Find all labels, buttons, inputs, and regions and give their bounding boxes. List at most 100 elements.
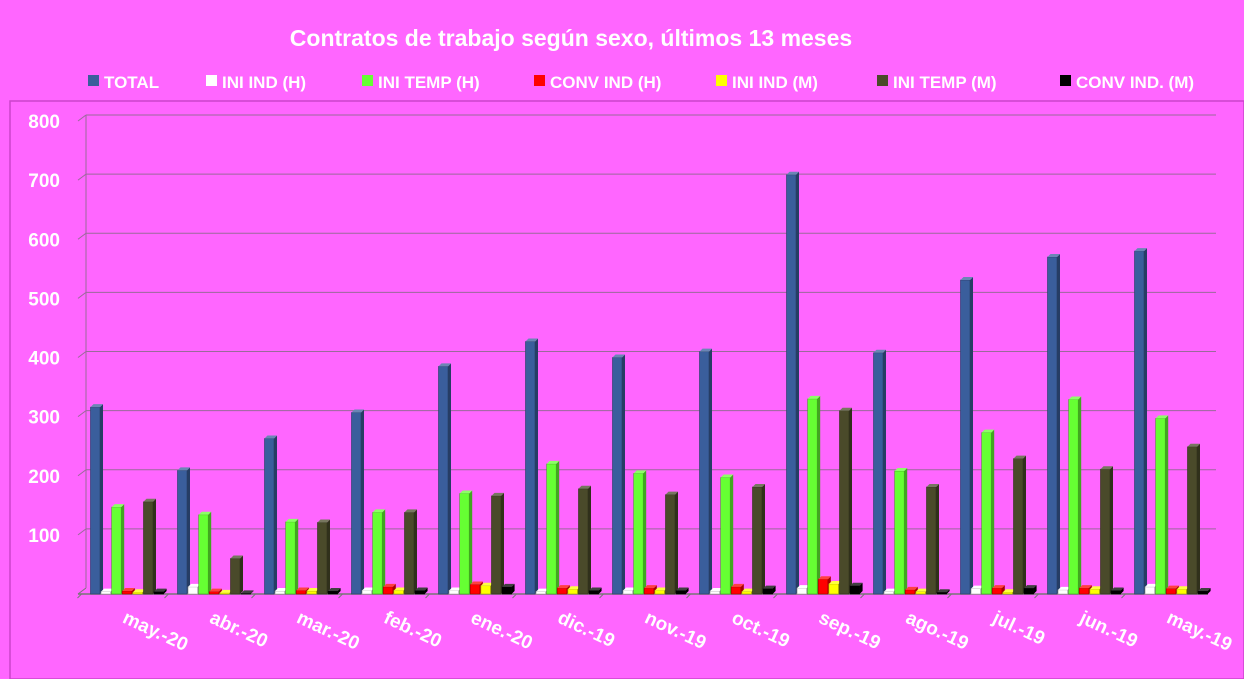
x-tick-label: oct.-19 bbox=[728, 607, 792, 652]
x-tick-label: jul.-19 bbox=[988, 607, 1048, 650]
bar bbox=[720, 474, 734, 595]
x-tick-mark bbox=[1034, 593, 1039, 599]
bar bbox=[883, 588, 897, 595]
bar bbox=[578, 485, 591, 595]
x-tick-mark bbox=[338, 593, 343, 599]
legend-label: INI TEMP (H) bbox=[378, 73, 480, 92]
bar bbox=[991, 585, 1005, 595]
gridline-depth bbox=[77, 351, 87, 358]
bar bbox=[1110, 587, 1124, 595]
bar bbox=[177, 467, 190, 595]
bar bbox=[240, 590, 254, 595]
bar bbox=[786, 171, 799, 595]
x-tick-label: may.-19 bbox=[1163, 607, 1235, 655]
y-axis: 100 200 300 400 500 600 700 800 bbox=[28, 112, 60, 547]
legend-item: INI IND (H) bbox=[206, 73, 306, 92]
legend-item: INI IND (M) bbox=[716, 73, 818, 92]
x-tick-mark bbox=[425, 593, 430, 599]
gridline-depth bbox=[77, 291, 87, 299]
y-tick-label: 800 bbox=[28, 112, 60, 133]
bar bbox=[1068, 396, 1082, 595]
baseline-depth bbox=[77, 587, 87, 595]
x-tick-mark bbox=[77, 593, 82, 599]
bar bbox=[675, 587, 689, 595]
legend-label: TOTAL bbox=[104, 73, 159, 92]
legend-swatch bbox=[206, 75, 217, 86]
bar bbox=[448, 587, 462, 595]
legend-swatch bbox=[534, 75, 545, 86]
bar bbox=[1166, 585, 1179, 595]
legend-swatch bbox=[877, 75, 888, 86]
bar bbox=[622, 587, 636, 595]
bar bbox=[960, 277, 973, 595]
x-tick-mark bbox=[512, 593, 517, 599]
y-tick-label: 200 bbox=[28, 467, 60, 488]
bar bbox=[501, 583, 515, 595]
bar bbox=[459, 490, 473, 595]
bar bbox=[414, 587, 428, 595]
bar bbox=[327, 588, 341, 595]
y-tick-label: 500 bbox=[28, 289, 60, 310]
x-tick-label: nov.-19 bbox=[641, 607, 709, 654]
bar bbox=[839, 407, 852, 595]
legend-swatch bbox=[88, 75, 99, 86]
bar bbox=[230, 555, 243, 595]
x-tick-mark bbox=[599, 593, 604, 599]
bar bbox=[873, 349, 886, 595]
bar bbox=[849, 582, 863, 595]
legend-item: TOTAL bbox=[88, 73, 159, 92]
bar bbox=[100, 588, 114, 595]
x-axis: may.-20 abr.-20 mar.-20 feb.-20 ene.-20 dic.-… bbox=[77, 593, 1235, 656]
bar bbox=[535, 588, 549, 595]
bar bbox=[264, 435, 277, 595]
gridline-depth bbox=[77, 232, 87, 240]
bar bbox=[90, 404, 103, 595]
bar bbox=[612, 354, 625, 595]
x-tick-label: mar.-20 bbox=[293, 607, 362, 654]
gridline-depth bbox=[77, 114, 87, 122]
bar bbox=[752, 483, 765, 595]
y-tick-label: 100 bbox=[28, 526, 60, 547]
bar bbox=[1197, 588, 1211, 595]
bar bbox=[904, 586, 918, 595]
bar bbox=[1187, 443, 1200, 595]
legend-item: CONV IND (H) bbox=[534, 73, 661, 92]
legend-item: CONV IND. (M) bbox=[1060, 73, 1194, 92]
gridline-depth bbox=[77, 469, 87, 477]
legend-swatch bbox=[716, 75, 727, 86]
bar bbox=[438, 363, 451, 595]
bar bbox=[404, 509, 417, 595]
x-tick-label: ene.-20 bbox=[467, 607, 535, 654]
x-tick-label: dic.-19 bbox=[554, 607, 617, 651]
x-tick-label: ago.-19 bbox=[902, 607, 971, 654]
bar bbox=[1013, 455, 1026, 595]
legend-label: INI IND (M) bbox=[732, 73, 818, 92]
x-tick-mark bbox=[164, 593, 169, 599]
bars bbox=[90, 171, 1211, 595]
legend-item: INI TEMP (M) bbox=[877, 73, 997, 92]
legend: TOTAL INI IND (H) INI TEMP (H) CONV IND (H)… bbox=[88, 73, 1194, 92]
legend-label: INI TEMP (M) bbox=[893, 73, 997, 92]
bar bbox=[762, 585, 776, 595]
bar bbox=[351, 409, 364, 595]
legend-swatch bbox=[1060, 75, 1071, 86]
chart-title: Contratos de trabajo según sexo, últimos… bbox=[290, 25, 852, 51]
bar bbox=[894, 468, 908, 595]
bar bbox=[807, 395, 821, 595]
x-tick-mark bbox=[773, 593, 778, 599]
bar bbox=[556, 585, 570, 595]
bar bbox=[111, 504, 125, 595]
bar bbox=[1155, 415, 1169, 595]
bar bbox=[525, 338, 538, 595]
legend-label: INI IND (H) bbox=[222, 73, 306, 92]
bar bbox=[317, 519, 330, 595]
x-tick-label: may.-20 bbox=[119, 607, 191, 655]
gridline-depth bbox=[77, 173, 87, 181]
x-tick-label: feb.-20 bbox=[380, 607, 444, 652]
bar bbox=[730, 583, 744, 595]
gridline-depth bbox=[77, 528, 87, 536]
bar bbox=[209, 588, 222, 595]
bar bbox=[491, 492, 504, 595]
x-tick-label: sep.-19 bbox=[815, 607, 883, 654]
